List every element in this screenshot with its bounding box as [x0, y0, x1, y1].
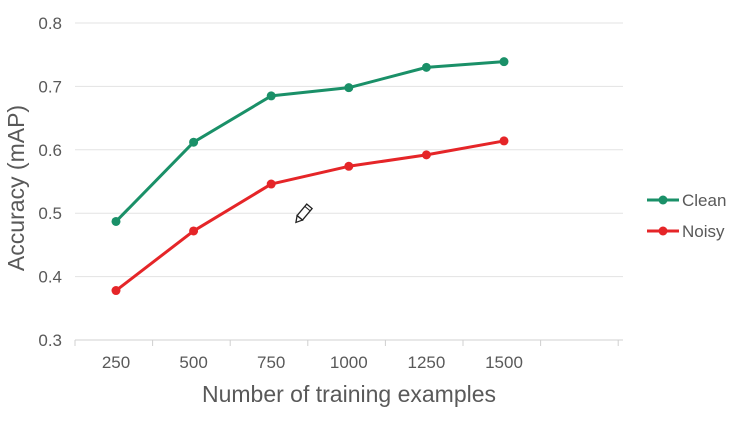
data-point-clean	[421, 62, 431, 72]
data-point-noisy	[111, 286, 121, 296]
y-tick-label: 0.5	[38, 204, 62, 223]
x-tick-label: 750	[257, 353, 285, 372]
data-point-noisy	[189, 226, 199, 236]
x-axis-title: Number of training examples	[202, 381, 496, 407]
legend-marker-noisy	[658, 226, 668, 236]
legend-label-clean: Clean	[682, 191, 726, 210]
data-point-noisy	[266, 179, 276, 189]
x-tick-label: 1000	[330, 353, 368, 372]
pencil-cursor-icon	[295, 203, 314, 224]
legend-marker-clean	[658, 195, 668, 205]
x-tick-label: 500	[179, 353, 207, 372]
y-axis-title: Accuracy (mAP)	[3, 105, 29, 271]
data-point-noisy	[499, 136, 509, 146]
series-group	[111, 57, 509, 296]
data-point-noisy	[344, 161, 354, 171]
x-tick-label: 1250	[407, 353, 445, 372]
legend-label-noisy: Noisy	[682, 222, 725, 241]
legend: Clean Noisy	[647, 191, 726, 241]
data-point-clean	[344, 83, 354, 93]
data-point-clean	[189, 137, 199, 147]
data-point-clean	[499, 57, 509, 67]
x-tick-label: 250	[102, 353, 130, 372]
series-line-clean	[114, 60, 506, 223]
data-point-clean	[266, 91, 276, 101]
series-line-noisy	[114, 139, 506, 293]
y-tick-label: 0.7	[38, 77, 62, 96]
y-tick-label: 0.8	[38, 14, 62, 33]
x-axis: 250 500 750 1000 1250 1500	[74, 340, 619, 372]
x-tick-label: 1500	[485, 353, 523, 372]
y-tick-label: 0.4	[38, 268, 62, 287]
data-point-clean	[111, 216, 121, 226]
y-tick-label: 0.3	[38, 331, 62, 350]
y-tick-label: 0.6	[38, 141, 62, 160]
y-axis-ticks: 0.3 0.4 0.5 0.6 0.7 0.8	[38, 14, 62, 350]
data-point-noisy	[421, 150, 431, 160]
